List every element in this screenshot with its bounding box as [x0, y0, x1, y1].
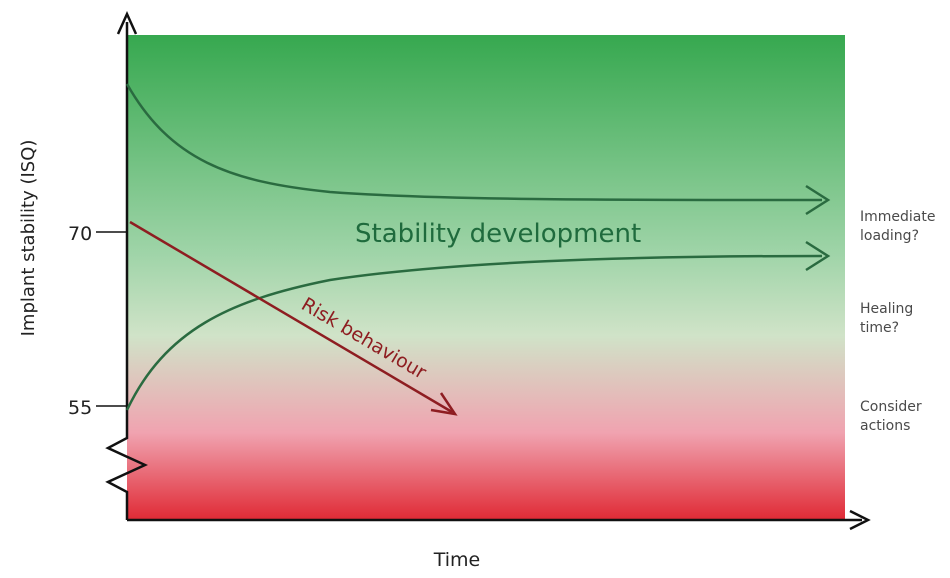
zone-note-line: Consider	[860, 399, 922, 415]
y-axis-arrowhead	[116, 10, 138, 35]
x-axis-arrowhead	[849, 509, 871, 531]
zone-note-line: time?	[860, 320, 900, 336]
stability-curve-upper	[125, 83, 823, 202]
zone-note-healing-time: Healing time?	[860, 300, 950, 338]
stability-development-label: Stability development	[355, 219, 641, 249]
y-axis	[105, 22, 148, 520]
zone-note-line: Healing	[860, 301, 914, 317]
stability-curve-upper-arrowhead	[805, 184, 831, 216]
zone-note-immediate-loading: Immediate loading?	[860, 208, 950, 246]
tick-label-70: 70	[68, 223, 92, 245]
x-axis-label: Time	[433, 549, 481, 571]
zone-note-consider-actions: Consider actions	[860, 398, 950, 436]
stability-curve-lower	[125, 254, 823, 411]
zone-note-line: loading?	[860, 228, 920, 244]
zone-note-line: Immediate	[860, 209, 936, 225]
stability-curve-lower-arrowhead	[805, 240, 831, 272]
y-axis-label: Implant stability (ISQ)	[18, 140, 39, 337]
zone-note-line: actions	[860, 418, 911, 434]
risk-arrow-arrowhead	[430, 392, 458, 416]
stability-zone-background	[127, 35, 845, 520]
tick-label-55: 55	[68, 397, 92, 419]
risk-arrow	[129, 220, 453, 414]
